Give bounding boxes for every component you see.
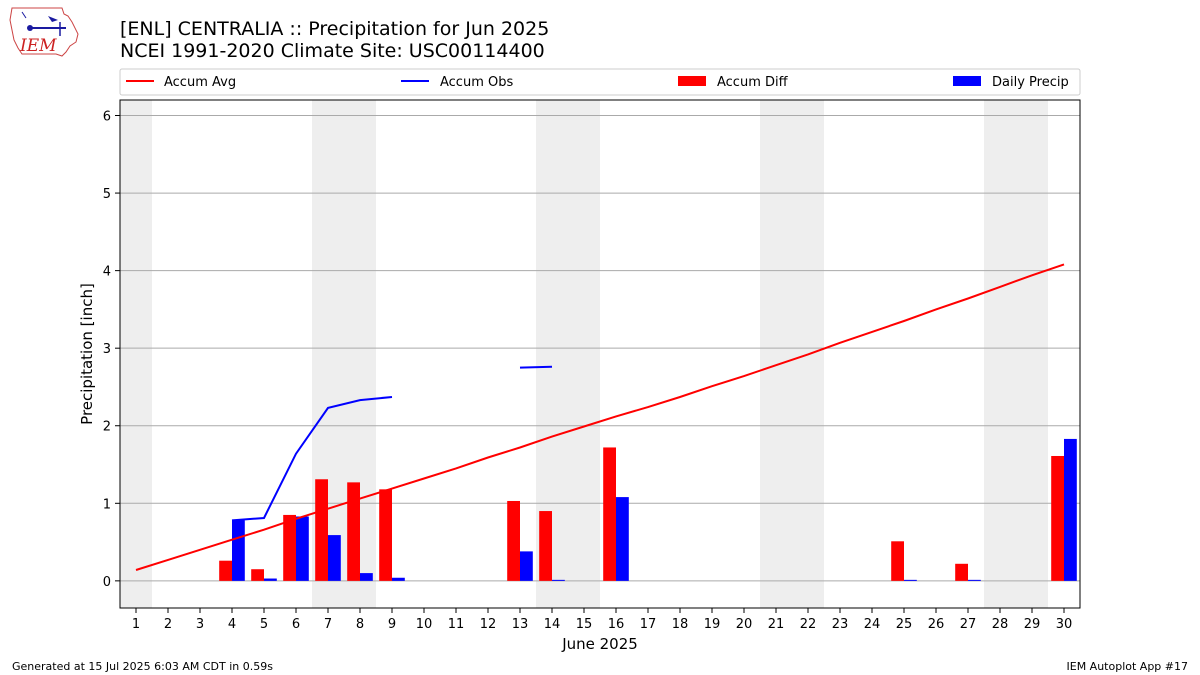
x-tick-label: 4 bbox=[228, 617, 236, 632]
chart-title: [ENL] CENTRALIA :: Precipitation for Jun… bbox=[120, 18, 549, 40]
bar-daily-precip bbox=[968, 579, 981, 581]
bar-accum-diff bbox=[315, 479, 328, 581]
x-tick-label: 25 bbox=[896, 617, 913, 632]
x-tick-label: 24 bbox=[864, 617, 881, 632]
bars bbox=[219, 438, 1077, 581]
x-tick-label: 14 bbox=[544, 617, 561, 632]
x-tick-label: 22 bbox=[800, 617, 817, 632]
x-tick-label: 11 bbox=[448, 617, 465, 632]
plot-frame bbox=[119, 99, 1081, 609]
legend: Accum Avg Accum Obs Accum Diff Daily Pre… bbox=[119, 68, 1081, 96]
x-tick-label: 12 bbox=[480, 617, 497, 632]
footer-app: IEM Autoplot App #17 bbox=[1067, 660, 1189, 673]
bar-daily-precip bbox=[264, 578, 277, 581]
x-tick-label: 30 bbox=[1056, 617, 1073, 632]
legend-label-accum-obs: Accum Obs bbox=[440, 75, 513, 90]
x-tick-label: 20 bbox=[736, 617, 753, 632]
x-tick-label: 26 bbox=[928, 617, 945, 632]
y-tick-label: 3 bbox=[103, 342, 111, 357]
y-tick-label: 4 bbox=[103, 265, 111, 280]
y-tick-label: 1 bbox=[103, 497, 111, 512]
y-tick-label: 0 bbox=[103, 575, 111, 590]
y-tick-label: 2 bbox=[103, 420, 111, 435]
bar-accum-diff bbox=[283, 514, 296, 581]
x-tick-label: 27 bbox=[960, 617, 977, 632]
bar-accum-diff bbox=[891, 541, 904, 581]
x-tick-label: 21 bbox=[768, 617, 785, 632]
bar-daily-precip bbox=[296, 516, 309, 581]
grid-lines bbox=[120, 115, 1080, 582]
legend-swatch-daily-precip bbox=[953, 76, 981, 86]
bar-accum-diff bbox=[379, 489, 392, 581]
weekend-band bbox=[120, 100, 152, 608]
y-tick-label: 6 bbox=[103, 110, 111, 125]
bar-accum-diff bbox=[1051, 455, 1064, 581]
line-accum-avg bbox=[135, 263, 1065, 571]
x-tick-label: 8 bbox=[356, 617, 364, 632]
bar-accum-diff bbox=[219, 560, 232, 581]
x-tick-label: 1 bbox=[132, 617, 140, 632]
legend-frame bbox=[119, 68, 1081, 96]
bar-daily-precip bbox=[520, 551, 533, 581]
bar-daily-precip bbox=[904, 579, 917, 581]
x-tick-label: 23 bbox=[832, 617, 849, 632]
legend-label-accum-diff: Accum Diff bbox=[717, 75, 789, 90]
bar-daily-precip bbox=[232, 520, 245, 581]
x-tick-label: 17 bbox=[640, 617, 657, 632]
x-tick-label: 16 bbox=[608, 617, 625, 632]
bar-daily-precip bbox=[552, 579, 565, 581]
bar-accum-diff bbox=[251, 569, 264, 581]
x-tick-label: 19 bbox=[704, 617, 721, 632]
x-tick-label: 5 bbox=[260, 617, 268, 632]
x-tick-label: 13 bbox=[512, 617, 529, 632]
legend-label-accum-avg: Accum Avg bbox=[164, 75, 236, 90]
bar-daily-precip bbox=[328, 535, 341, 581]
bar-daily-precip bbox=[616, 497, 629, 581]
y-axis: 0 1 2 3 4 5 6 bbox=[103, 110, 120, 590]
x-tick-label: 29 bbox=[1024, 617, 1041, 632]
bar-daily-precip bbox=[1064, 438, 1077, 581]
weekend-band bbox=[984, 100, 1016, 608]
bar-accum-diff bbox=[539, 511, 552, 581]
bar-accum-diff bbox=[507, 500, 520, 581]
x-tick-label: 28 bbox=[992, 617, 1009, 632]
x-tick-label: 9 bbox=[388, 617, 396, 632]
legend-swatch-accum-diff bbox=[678, 76, 706, 86]
weekend-band bbox=[1016, 100, 1048, 608]
weekend-band bbox=[568, 100, 600, 608]
bar-accum-diff bbox=[955, 563, 968, 581]
iem-logo: IEM bbox=[9, 7, 79, 57]
bar-accum-diff bbox=[347, 482, 360, 581]
y-axis-label: Precipitation [inch] bbox=[78, 283, 96, 425]
x-tick-label: 15 bbox=[576, 617, 593, 632]
bar-daily-precip bbox=[360, 573, 373, 581]
y-tick-label: 5 bbox=[103, 187, 111, 202]
line-accum-obs bbox=[519, 365, 553, 369]
weekend-band bbox=[760, 100, 792, 608]
x-tick-label: 3 bbox=[196, 617, 204, 632]
legend-label-daily-precip: Daily Precip bbox=[992, 75, 1069, 90]
bar-daily-precip bbox=[392, 577, 405, 581]
bar-accum-diff bbox=[603, 447, 616, 581]
x-tick-label: 7 bbox=[324, 617, 332, 632]
x-axis-label: June 2025 bbox=[561, 635, 638, 653]
chart-subtitle: NCEI 1991-2020 Climate Site: USC00114400 bbox=[120, 40, 545, 62]
x-tick-label: 18 bbox=[672, 617, 689, 632]
x-tick-label: 2 bbox=[164, 617, 172, 632]
lines bbox=[135, 263, 1065, 571]
logo-text: IEM bbox=[19, 36, 57, 56]
line-accum-obs bbox=[231, 396, 393, 522]
footer-generated: Generated at 15 Jul 2025 6:03 AM CDT in … bbox=[12, 660, 273, 673]
x-axis: 1 2 3 4 5 6 7 8 9 10 11 12 13 14 15 16 17 18 19 20 21 22 23 24 2… bbox=[132, 608, 1072, 632]
x-tick-label: 6 bbox=[292, 617, 300, 632]
x-tick-label: 10 bbox=[416, 617, 433, 632]
